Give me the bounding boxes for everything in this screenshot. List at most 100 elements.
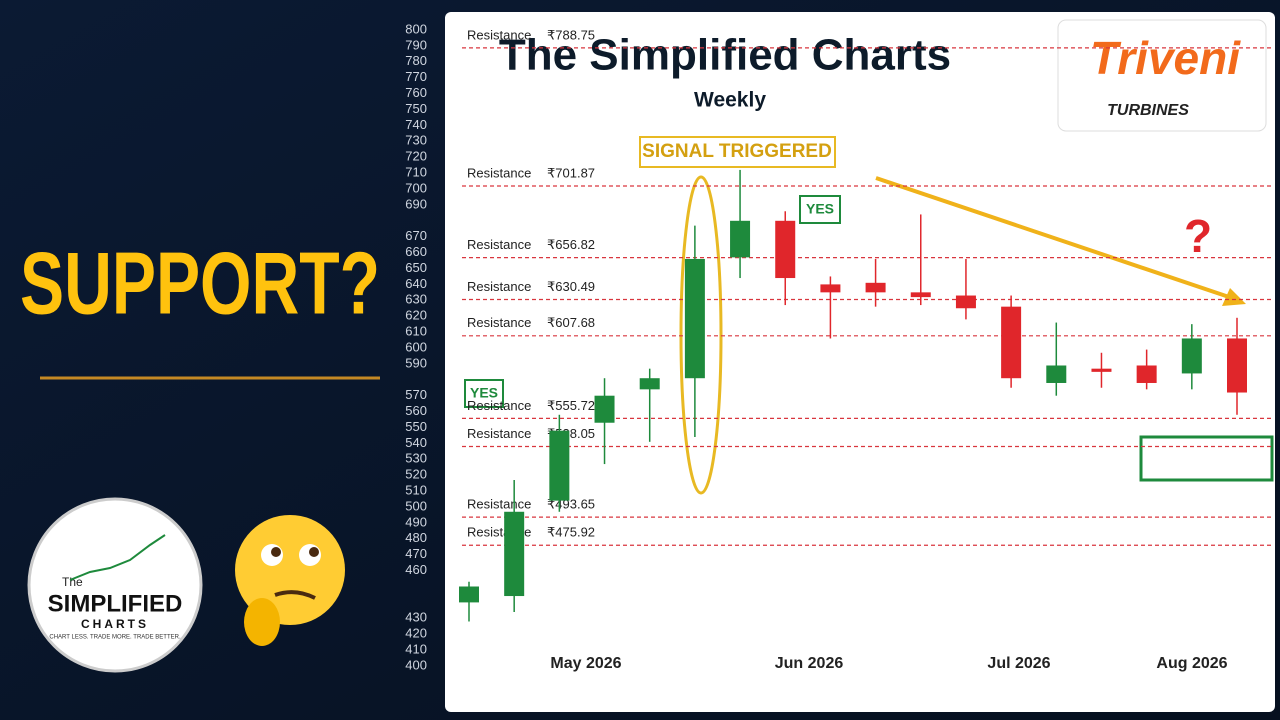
- resistance-label: Resistance: [467, 237, 531, 252]
- resistance-label: Resistance: [467, 426, 531, 441]
- y-tick-label: 410: [405, 642, 427, 657]
- candle-body: [955, 295, 976, 309]
- y-tick-label: 670: [405, 228, 427, 243]
- candle-body: [1091, 368, 1112, 372]
- yes-label: YES: [470, 385, 498, 401]
- y-tick-label: 560: [405, 403, 427, 418]
- y-tick-label: 800: [405, 21, 427, 36]
- candle-body: [1227, 338, 1247, 393]
- y-tick-label: 700: [405, 180, 427, 195]
- badge-motto: CHART LESS. TRADE MORE. TRADE BETTER.: [49, 635, 181, 641]
- candle-body: [775, 220, 796, 279]
- candle-body: [730, 220, 751, 258]
- y-tick-label: 500: [405, 498, 427, 513]
- resistance-value: ₹630.49: [547, 279, 595, 294]
- candle-body: [549, 430, 570, 501]
- logo-name: Triveni: [1090, 32, 1241, 84]
- x-tick-label: Aug 2026: [1156, 655, 1227, 672]
- resistance-label: Resistance: [467, 27, 531, 42]
- y-tick-label: 630: [405, 292, 427, 307]
- emoji: [235, 515, 345, 625]
- logo-tagline: TURBINES: [1107, 102, 1189, 119]
- question-mark: ?: [1184, 210, 1212, 262]
- badge-top: The: [62, 575, 83, 589]
- y-tick-label: 750: [405, 101, 427, 116]
- emoji-hand: [244, 598, 280, 646]
- y-tick-label: 780: [405, 53, 427, 68]
- resistance-label: Resistance: [467, 497, 531, 512]
- emoji-mouth: [274, 590, 316, 600]
- y-tick-label: 430: [405, 610, 427, 625]
- signal-box: [639, 136, 836, 168]
- y-tick-label: 520: [405, 467, 427, 482]
- y-tick-label: 790: [405, 37, 427, 52]
- y-tick-label: 400: [405, 657, 427, 672]
- y-tick-label: 730: [405, 133, 427, 148]
- resistance-label: Resistance: [467, 315, 531, 330]
- y-tick-label: 540: [405, 435, 427, 450]
- support-zone: [1139, 435, 1274, 482]
- y-tick-label: 640: [405, 276, 427, 291]
- candle-body: [1181, 338, 1202, 374]
- resistance-value: ₹555.72: [547, 398, 595, 413]
- candle-body: [1046, 365, 1067, 383]
- x-tick-label: May 2026: [550, 655, 621, 672]
- y-tick-label: 550: [405, 419, 427, 434]
- x-tick-label: Jun 2026: [775, 655, 844, 672]
- y-tick-label: 720: [405, 149, 427, 164]
- y-tick-label: 460: [405, 562, 427, 577]
- signal-label: SIGNAL TRIGGERED: [642, 141, 832, 162]
- chart-title: The Simplified Charts: [499, 31, 951, 80]
- y-tick-label: 620: [405, 308, 427, 323]
- badge-sub: CHARTS: [81, 617, 149, 631]
- candle-body: [1001, 306, 1022, 379]
- y-tick-label: 650: [405, 260, 427, 275]
- y-tick-label: 480: [405, 530, 427, 545]
- y-tick-label: 690: [405, 196, 427, 211]
- yes-box: [464, 379, 504, 408]
- chart-subtitle: Weekly: [694, 89, 766, 112]
- y-tick-label: 710: [405, 165, 427, 180]
- y-tick-label: 600: [405, 339, 427, 354]
- badge-trend: [69, 534, 166, 581]
- y-tick-label: 530: [405, 451, 427, 466]
- candle-body: [504, 511, 525, 597]
- resistance-label: Resistance: [467, 165, 531, 180]
- signal-ellipse: [679, 175, 723, 495]
- candle-body: [594, 395, 615, 423]
- resistance-label: Resistance: [467, 398, 531, 413]
- y-tick-label: 570: [405, 387, 427, 402]
- resistance-value: ₹788.75: [547, 27, 595, 42]
- y-tick-label: 770: [405, 69, 427, 84]
- trend-arrow: [875, 176, 1233, 300]
- x-tick-label: Jul 2026: [987, 655, 1050, 672]
- arrow-head: [1222, 288, 1246, 306]
- emoji-pupil: [309, 547, 319, 557]
- candle-body: [684, 258, 705, 379]
- candle-body: [1136, 365, 1157, 383]
- candle-body: [639, 378, 660, 390]
- headline: SUPPORT?: [20, 233, 380, 332]
- badge: [27, 497, 203, 673]
- yes-label: YES: [806, 201, 834, 217]
- candle-body: [820, 284, 841, 293]
- resistance-value: ₹656.82: [547, 237, 595, 252]
- y-tick-label: 490: [405, 514, 427, 529]
- candle-body: [910, 292, 931, 298]
- y-tick-label: 610: [405, 324, 427, 339]
- y-tick-label: 420: [405, 626, 427, 641]
- y-tick-label: 590: [405, 355, 427, 370]
- emoji-pupil: [271, 547, 281, 557]
- resistance-value: ₹475.92: [547, 525, 595, 540]
- y-tick-label: 760: [405, 85, 427, 100]
- candle-body: [459, 586, 479, 603]
- resistance-value: ₹607.68: [547, 315, 595, 330]
- chart-panel: [445, 12, 1275, 712]
- y-tick-label: 740: [405, 117, 427, 132]
- y-tick-label: 510: [405, 483, 427, 498]
- y-tick-label: 470: [405, 546, 427, 561]
- badge-main: SIMPLIFIED: [48, 590, 183, 617]
- resistance-value: ₹701.87: [547, 165, 595, 180]
- yes-box: [799, 195, 841, 224]
